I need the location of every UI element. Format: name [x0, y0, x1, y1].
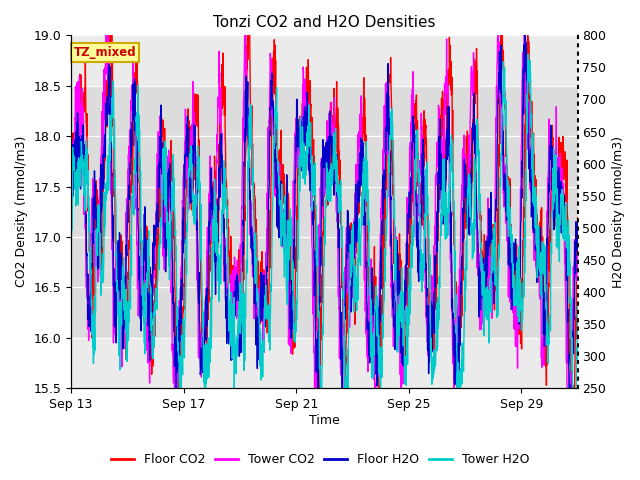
- Y-axis label: CO2 Density (mmol/m3): CO2 Density (mmol/m3): [15, 136, 28, 288]
- Legend: Floor CO2, Tower CO2, Floor H2O, Tower H2O: Floor CO2, Tower CO2, Floor H2O, Tower H…: [106, 448, 534, 471]
- X-axis label: Time: Time: [309, 414, 340, 427]
- Title: Tonzi CO2 and H2O Densities: Tonzi CO2 and H2O Densities: [213, 15, 436, 30]
- Y-axis label: H2O Density (mmol/m3): H2O Density (mmol/m3): [612, 136, 625, 288]
- Text: TZ_mixed: TZ_mixed: [74, 46, 136, 59]
- Bar: [71, 86, 577, 338]
